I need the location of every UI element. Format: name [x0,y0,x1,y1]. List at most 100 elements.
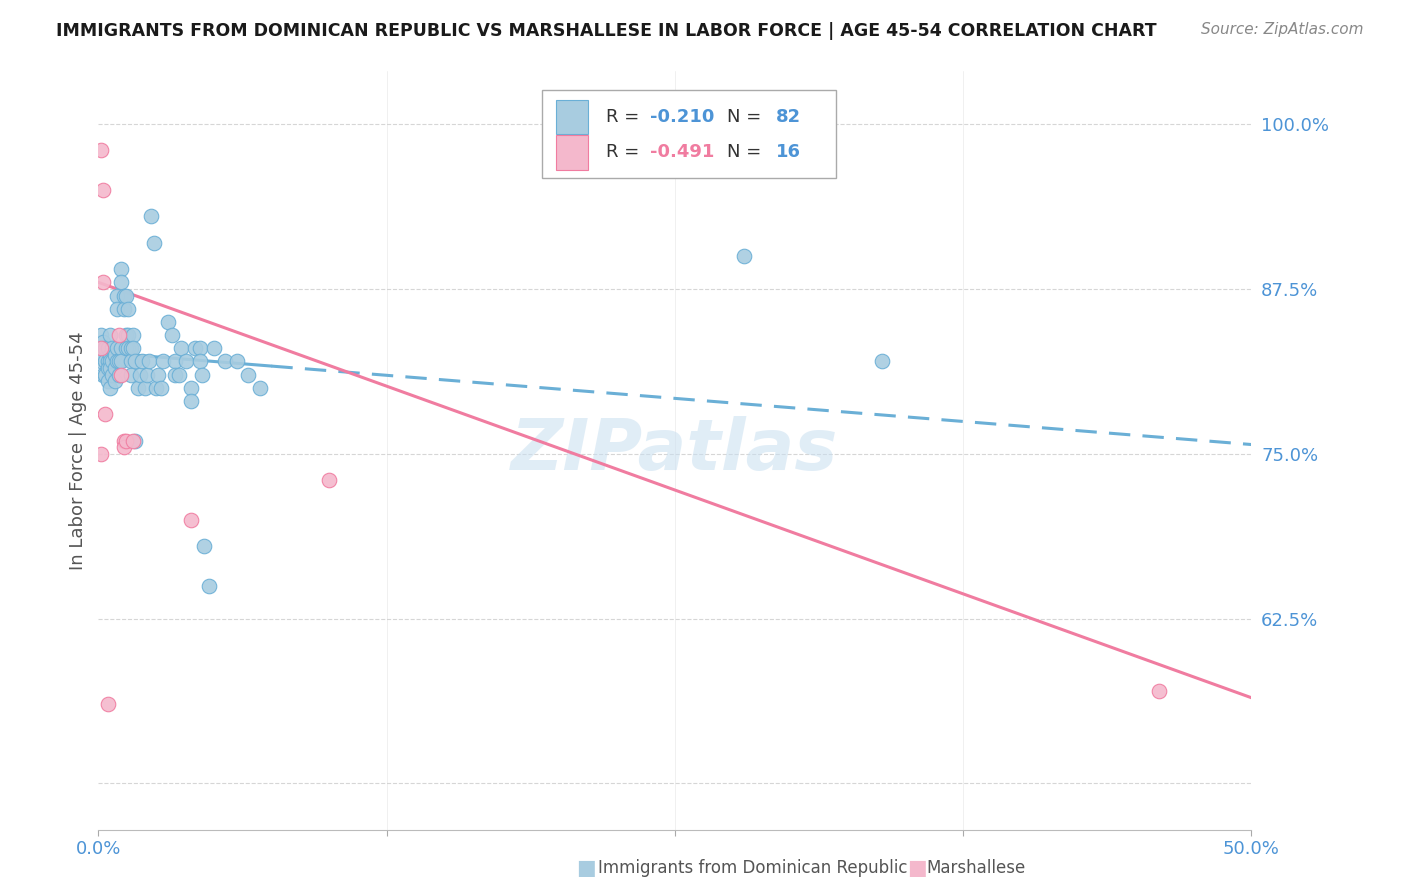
Point [98,381,121,395]
Text: 82: 82 [776,108,801,126]
Point [112,434,135,448]
Point [112,440,135,454]
Point [101,368,124,382]
Text: ZIPatlas: ZIPatlas [512,416,838,485]
Point [156,315,179,329]
Point [90,447,112,461]
Point [94,341,117,355]
Point [91,276,114,290]
Point [198,579,221,593]
Point [238,368,260,382]
Point [112,301,135,316]
Point [174,354,197,368]
Point [105,341,128,355]
Point [117,328,139,343]
Point [142,235,165,250]
Point [97,361,120,376]
Point [115,288,138,302]
Point [110,262,132,277]
Point [188,354,211,368]
Point [108,354,131,368]
Point [120,368,142,382]
Point [1147,684,1170,698]
Point [872,354,894,368]
Point [122,341,145,355]
Text: -0.491: -0.491 [650,144,714,161]
Text: Marshallese: Marshallese [927,859,1026,877]
Point [148,368,170,382]
Point [98,361,121,376]
Y-axis label: In Labor Force | Age 45-54: In Labor Force | Age 45-54 [69,331,87,570]
Point [91,368,114,382]
Point [120,354,142,368]
Point [103,348,125,362]
Point [141,210,163,224]
Point [103,374,125,388]
Text: N =: N = [727,144,766,161]
Point [97,341,120,355]
Point [149,381,172,395]
Point [193,539,215,553]
Point [124,354,146,368]
Point [101,341,124,355]
Point [90,354,112,368]
Point [98,348,121,362]
Point [122,328,145,343]
Text: Source: ZipAtlas.com: Source: ZipAtlas.com [1201,22,1364,37]
Point [191,368,214,382]
Point [163,368,186,382]
Point [108,368,131,382]
Point [145,381,167,395]
Point [120,341,142,355]
Text: N =: N = [727,108,766,126]
Point [138,354,160,368]
Point [115,341,138,355]
Point [131,354,153,368]
Point [160,328,183,343]
Point [135,368,157,382]
Point [117,341,139,355]
Point [91,348,114,362]
Point [90,328,112,343]
Point [115,434,138,448]
Point [105,354,128,368]
Text: R =: R = [606,108,645,126]
Point [110,354,132,368]
Point [91,183,114,197]
Text: Immigrants from Dominican Republic: Immigrants from Dominican Republic [598,859,907,877]
Point [733,249,755,263]
Point [170,341,193,355]
Point [110,276,132,290]
Point [152,354,174,368]
Point [105,288,128,302]
Point [97,698,120,712]
Point [90,144,112,158]
Text: ■: ■ [907,858,927,878]
Point [94,368,117,382]
Point [94,407,117,421]
Point [91,334,114,349]
Point [110,368,132,382]
Point [225,354,247,368]
Point [188,341,211,355]
Text: R =: R = [606,144,645,161]
Point [129,368,152,382]
Point [94,354,117,368]
Point [167,368,190,382]
Text: IMMIGRANTS FROM DOMINICAN REPUBLIC VS MARSHALLESE IN LABOR FORCE | AGE 45-54 COR: IMMIGRANTS FROM DOMINICAN REPUBLIC VS MA… [56,22,1157,40]
Point [97,354,120,368]
Point [180,513,202,527]
Point [318,473,340,487]
Point [134,381,156,395]
Text: 16: 16 [776,144,801,161]
Point [117,301,139,316]
Text: -0.210: -0.210 [650,108,714,126]
Point [122,434,145,448]
Point [98,328,121,343]
Point [249,381,271,395]
FancyBboxPatch shape [557,100,589,134]
Point [108,328,131,343]
Text: ■: ■ [576,858,596,878]
Point [105,301,128,316]
Point [110,341,132,355]
